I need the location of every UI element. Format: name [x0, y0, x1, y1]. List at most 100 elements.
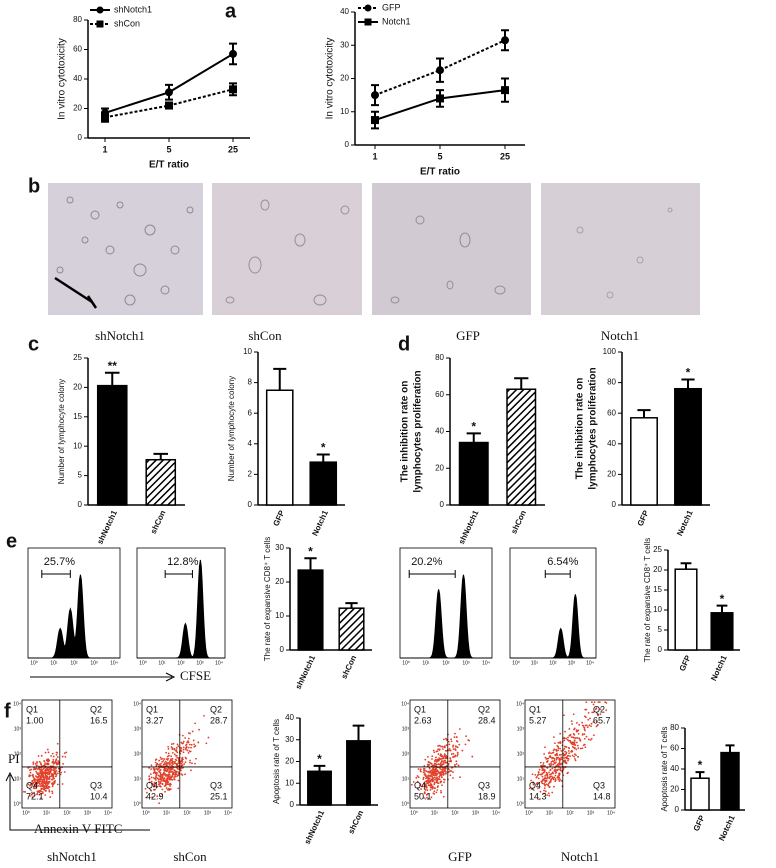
y-tick-label: 0 — [248, 500, 253, 509]
event-dot — [36, 761, 38, 763]
event-dot — [38, 793, 41, 796]
event-dot — [441, 776, 443, 779]
event-dot — [559, 767, 562, 770]
group-label: Notch1 — [561, 849, 599, 864]
event-dot — [419, 770, 422, 773]
event-dot — [54, 775, 57, 778]
event-dot — [426, 780, 428, 783]
bar — [458, 441, 489, 506]
event-dot — [588, 717, 591, 720]
micrograph — [48, 183, 203, 315]
event-dot — [177, 765, 180, 767]
y-tick-label: 80 — [435, 353, 444, 362]
event-dot — [156, 772, 158, 774]
event-dot — [549, 776, 551, 779]
event-dot — [430, 772, 433, 774]
quadrant-name: Q4 — [26, 780, 38, 790]
event-dot — [190, 746, 192, 749]
y-tick-label: 20 — [73, 104, 82, 113]
panel-label: f — [4, 700, 11, 722]
event-dot — [425, 794, 428, 796]
bar — [506, 388, 537, 506]
event-dot — [35, 775, 37, 778]
event-dot — [45, 779, 48, 782]
event-dot — [591, 711, 594, 714]
event-dot — [538, 798, 541, 801]
event-dot — [435, 779, 438, 782]
event-dot — [564, 754, 566, 756]
quadrant-name: Q2 — [478, 704, 490, 714]
event-dot — [412, 780, 415, 783]
event-dot — [427, 765, 429, 767]
event-dot — [441, 770, 444, 773]
event-dot — [551, 772, 554, 775]
event-dot — [166, 776, 169, 779]
event-dot — [42, 768, 45, 770]
y-tick-label: 40 — [670, 764, 679, 773]
event-dot — [167, 745, 170, 748]
y-axis-label: lymphocytes proliferation — [588, 367, 599, 489]
event-dot — [543, 770, 546, 773]
event-dot — [443, 753, 446, 756]
event-dot — [550, 762, 552, 765]
event-dot — [445, 771, 447, 773]
event-dot — [416, 780, 419, 783]
event-dot — [153, 771, 156, 773]
gate — [41, 570, 71, 578]
event-dot — [456, 755, 459, 757]
event-dot — [442, 757, 445, 760]
arrow-head — [86, 295, 98, 309]
event-dot — [161, 760, 164, 763]
event-dot — [42, 775, 45, 778]
gate-label: 20.2% — [411, 556, 442, 568]
y-tick-label: 10 — [243, 347, 252, 356]
event-dot — [449, 749, 451, 752]
event-dot — [425, 785, 428, 788]
event-dot — [434, 759, 437, 762]
event-dot — [556, 744, 559, 747]
event-dot — [164, 784, 167, 787]
event-dot — [154, 777, 157, 779]
x-tick-label: shNotch1 — [457, 508, 481, 545]
event-dot — [167, 761, 170, 764]
event-dot — [541, 767, 544, 770]
event-dot — [44, 781, 46, 784]
scatter-frame — [141, 699, 233, 809]
event-dot — [448, 747, 451, 750]
event-dot — [442, 795, 445, 798]
event-dot — [194, 762, 196, 765]
flow-tick-label: 10³ — [517, 726, 525, 732]
event-dot — [197, 741, 200, 744]
event-dot — [47, 751, 50, 754]
event-dot — [437, 778, 440, 780]
event-dot — [545, 771, 548, 774]
event-dot — [159, 768, 162, 771]
error-bar — [695, 771, 705, 779]
event-dot — [184, 761, 187, 764]
event-dot — [161, 788, 164, 791]
event-dot — [557, 741, 560, 744]
event-dot — [44, 794, 47, 796]
event-dot — [440, 753, 443, 756]
event-dot — [453, 736, 456, 739]
flow-tick-label: 10⁴ — [516, 701, 524, 707]
event-dot — [34, 785, 37, 788]
micrograph-row — [48, 183, 700, 315]
y-axis-label: lymphocytes proliferation — [413, 370, 424, 492]
event-dot — [152, 767, 155, 770]
y-tick-label: 0 — [658, 645, 663, 654]
event-dot — [156, 785, 159, 788]
event-dot — [441, 745, 444, 748]
event-dot — [573, 746, 575, 749]
event-dot — [181, 764, 184, 766]
flow-tick-label: 10² — [70, 660, 78, 666]
event-dot — [558, 772, 561, 775]
y-tick-label: 2 — [248, 470, 253, 479]
histogram-shape — [400, 574, 492, 659]
event-dot — [172, 760, 175, 763]
event-dot — [55, 754, 58, 756]
event-dot — [548, 794, 551, 797]
event-dot — [36, 764, 38, 767]
event-dot — [41, 770, 44, 773]
